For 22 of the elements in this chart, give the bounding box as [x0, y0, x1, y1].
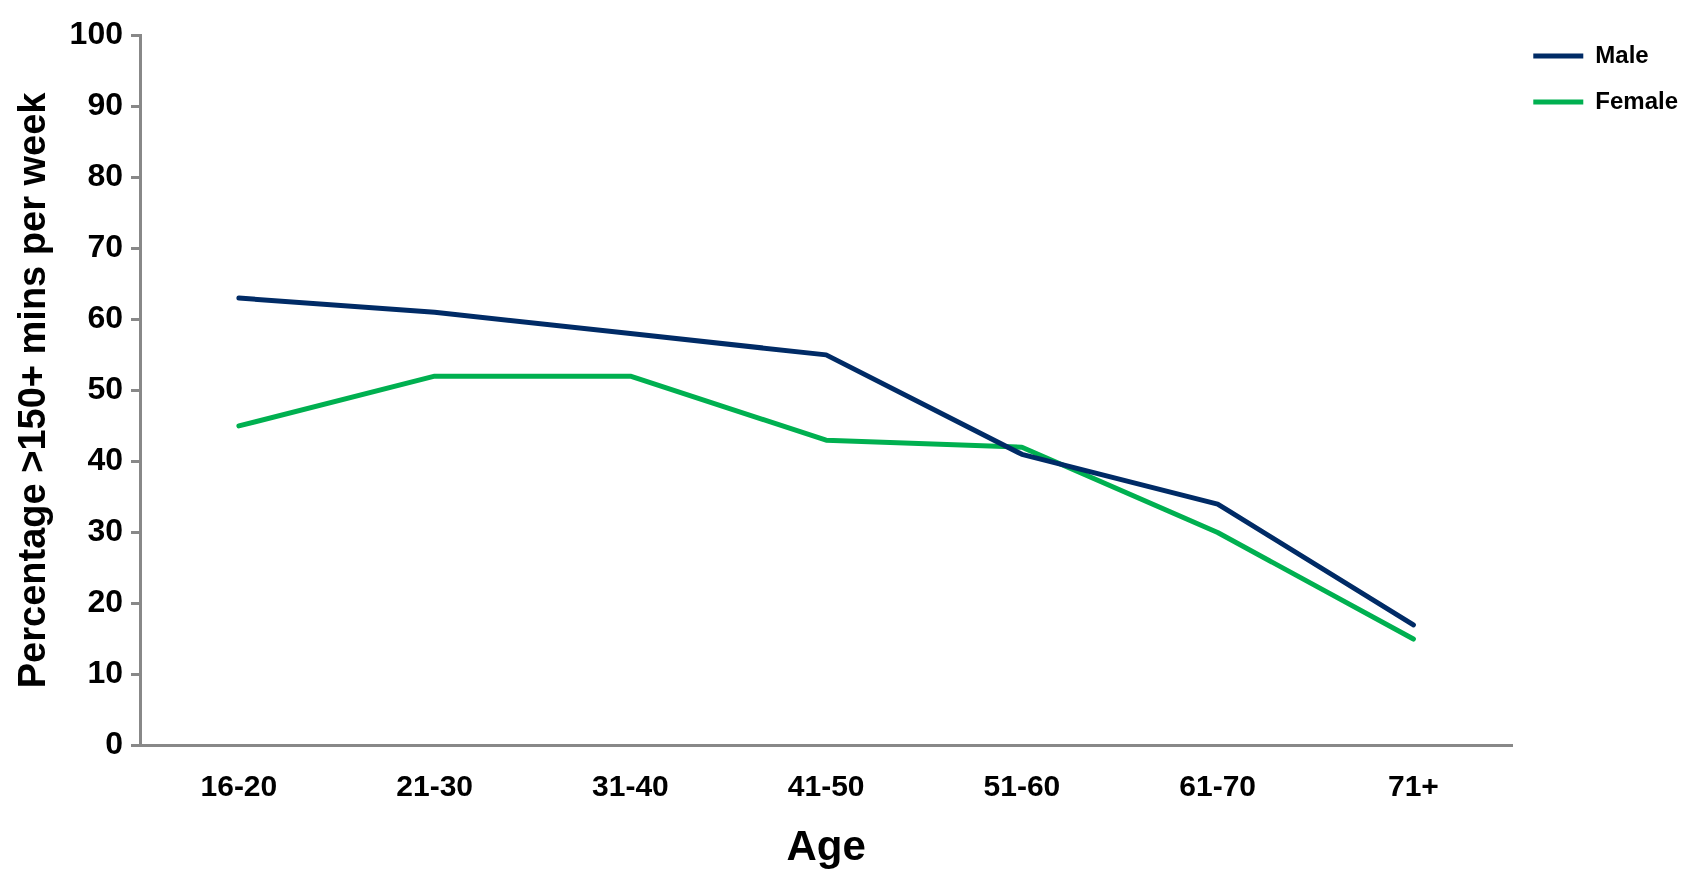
y-tick-label: 70 [87, 228, 123, 265]
y-tick-label: 40 [87, 441, 123, 478]
legend-label: Female [1595, 86, 1679, 114]
y-tick-label: 90 [87, 86, 123, 123]
y-tick-label: 20 [87, 583, 123, 620]
x-tick-label: 51-60 [983, 768, 1061, 802]
y-tick-label: 10 [87, 654, 123, 691]
x-tick-label: 16-20 [200, 768, 278, 802]
y-tick-label: 0 [105, 725, 123, 762]
x-tick-label: 31-40 [592, 768, 669, 802]
y-axis-title: Percentage >150+ mins per week [11, 91, 54, 689]
x-tick-label: 41-50 [787, 768, 865, 802]
x-axis-title: Age [786, 822, 866, 870]
y-tick-label: 60 [87, 299, 123, 336]
x-tick-label: 61-70 [1179, 768, 1257, 802]
x-tick-label: 21-30 [396, 768, 473, 802]
y-tick-label: 30 [87, 512, 123, 549]
x-tick-label: 71+ [1387, 768, 1439, 802]
y-tick-label: 50 [87, 370, 123, 407]
y-tick-label: 80 [87, 157, 123, 194]
legend-label: Male [1595, 40, 1649, 68]
y-tick-label: 100 [69, 15, 123, 52]
